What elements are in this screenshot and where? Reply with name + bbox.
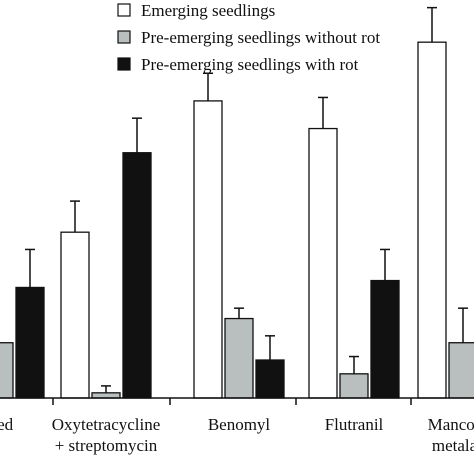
x-tick-label-4: Mancozebmetalaxy [428, 415, 474, 455]
legend-swatch-with-rot [117, 57, 131, 71]
bar-with-rot-1 [122, 152, 152, 399]
x-tick-label-1: Oxytetracycline + streptomycin [52, 415, 161, 455]
bar-emerging-4 [417, 41, 447, 399]
legend-label-without-rot: Pre-emerging seedlings without rot [141, 28, 380, 47]
legend-label-with-rot: Pre-emerging seedlings with rot [141, 55, 359, 74]
legend-swatch-without-rot [117, 30, 131, 44]
bar-emerging-1 [60, 231, 90, 399]
x-tick-label-2: Benomyl [208, 415, 271, 434]
bar-with-rot-2 [255, 359, 285, 399]
bar-with-rot-3 [370, 279, 400, 399]
x-axis-ticks [52, 398, 412, 405]
bar-without-rot-1 [91, 392, 121, 399]
bar-emerging-2 [193, 100, 223, 399]
x-tick-label-0: ated [0, 415, 14, 434]
bar-without-rot-2 [224, 317, 254, 399]
legend: Emerging seedlings Pre-emerging seedlings… [117, 1, 380, 74]
bar-without-rot-0 [0, 342, 14, 399]
legend-swatch-emerging [117, 3, 131, 17]
x-axis-labels: ated Oxytetracycline+ streptomycin Benomyl… [0, 415, 474, 455]
x-tick-label-3: Flutranil [325, 415, 384, 434]
legend-label-emerging: Emerging seedlings [141, 1, 275, 20]
bar-emerging-3 [308, 127, 338, 399]
bar-without-rot-3 [339, 373, 369, 399]
bar-with-rot-0 [15, 286, 45, 399]
bar-without-rot-4 [448, 342, 474, 399]
